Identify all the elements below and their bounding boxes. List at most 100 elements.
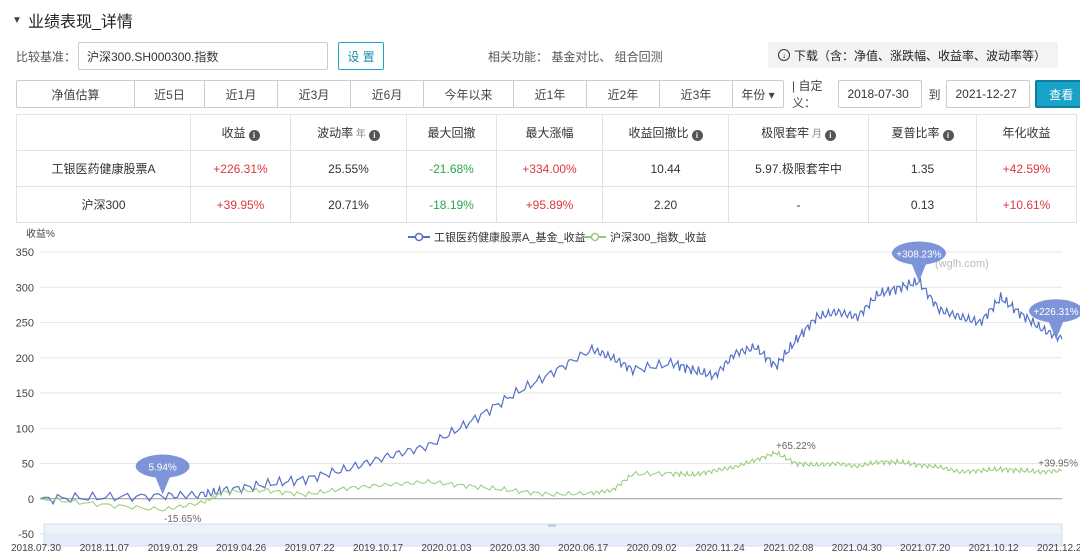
y-tick-label: 0 [28, 494, 34, 506]
table-cell: 1.35 [868, 150, 977, 187]
info-icon[interactable]: i [691, 130, 703, 141]
table-cell: 20.71% [290, 186, 407, 223]
table-cell: +39.95% [190, 186, 291, 223]
annotation-label: -15.65% [164, 514, 201, 525]
column-header: 最大回撤 [406, 114, 497, 151]
table-cell: 5.97.极限套牢中 [728, 150, 869, 187]
x-tick-label: 2021.04.30 [832, 543, 882, 554]
series-line-0 [39, 276, 1063, 506]
annotation-bubble [1029, 299, 1080, 340]
period-tab-4[interactable]: 近6月 [351, 81, 424, 107]
table-body: 工银医药健康股票A +226.31% 25.55% -21.68% +334.00% 10… [16, 150, 1077, 223]
page-title: 业绩表现_详情 [28, 14, 133, 31]
column-header: 夏普比率 i [868, 114, 977, 151]
x-tick-label: 2019.10.17 [353, 543, 403, 554]
table-cell: +95.89% [496, 186, 603, 223]
table-cell: +42.59% [976, 150, 1077, 187]
info-icon[interactable]: i [942, 130, 954, 141]
period-tab-3[interactable]: 近3月 [278, 81, 351, 107]
series-line-1 [39, 450, 1063, 512]
section-header[interactable]: ▼ 业绩表现_详情 [12, 8, 133, 32]
table-row: 沪深300 +39.95% 20.71% -18.19% +95.89% 2.20-0.1… [16, 186, 1077, 223]
y-tick-label: 350 [16, 247, 34, 259]
benchmark-label: 比较基准： [16, 49, 77, 64]
annotation-label: +39.95% [1038, 459, 1078, 470]
y-tick-label: 150 [16, 388, 34, 400]
row-name: 沪深300 [16, 186, 191, 223]
legend-item[interactable]: 沪深300_指数_收益 [610, 230, 707, 244]
annotation-bubble [135, 454, 190, 495]
x-tick-label: 2021.10.12 [969, 543, 1019, 554]
period-tab-1[interactable]: 近5日 [135, 81, 205, 107]
x-tick-label: 2019.07.22 [285, 543, 335, 554]
x-tick-label: 2021.07.20 [900, 543, 950, 554]
table-header: 收益 i 波动率 年 i 最大回撤 最大涨幅 收益回撤比 i 极限套牢 月 i 夏普比率 i 年化收益 [16, 114, 1077, 151]
y-tick-label: 50 [22, 459, 34, 471]
table-cell: -18.19% [406, 186, 497, 223]
x-tick-label: 2020.11.24 [695, 543, 745, 554]
annotation-label: +308.23% [896, 249, 941, 260]
x-tick-label: 2021.12.27 [1037, 543, 1080, 554]
info-icon[interactable]: i [248, 130, 260, 141]
period-tab-0[interactable]: 净值估算 [17, 81, 135, 107]
download-button[interactable]: ↓ 下载（含：净值、涨跌幅、收益率、波动率等） [768, 42, 1058, 68]
column-header: 收益 i [190, 114, 291, 151]
x-tick-label: 2019.01.29 [148, 543, 198, 554]
table-cell: +226.31% [190, 150, 291, 187]
annotation-label: +65.22% [776, 441, 816, 452]
zoom-shadow [44, 534, 1062, 546]
column-header: 收益回撤比 i [602, 114, 729, 151]
x-tick-label: 2019.04.26 [216, 543, 266, 554]
period-tab-7[interactable]: 近2年 [587, 81, 660, 107]
x-tick-label: 2021.02.08 [763, 543, 813, 554]
y-tick-label: 300 [16, 282, 34, 294]
x-tick-label: 2020.03.30 [490, 543, 540, 554]
start-date-input[interactable] [838, 80, 923, 108]
end-date-input[interactable] [946, 80, 1031, 108]
period-tabs: 净值估算 近5日 近1月 近3月 近6月 今年以来 近1年 近2年 近3年 年份 ▾ [16, 80, 784, 108]
benchmark-input[interactable] [78, 42, 328, 70]
column-header: 最大涨幅 [496, 114, 603, 151]
y-tick-label: 200 [16, 353, 34, 365]
period-tab-8[interactable]: 近3年 [660, 81, 733, 107]
related-functions[interactable]: 相关功能： 基金对比、 组合回测 [488, 50, 663, 64]
period-tab-6[interactable]: 近1年 [514, 81, 587, 107]
x-tick-label: 2018.07.30 [11, 543, 61, 554]
annotation-bubble [891, 241, 946, 282]
info-icon[interactable]: i [824, 130, 836, 141]
y-tick-label: 250 [16, 318, 34, 330]
table-cell: - [728, 186, 869, 223]
table-cell: +10.61% [976, 186, 1077, 223]
watermark: (wglh.com) [935, 258, 989, 270]
table-cell: +334.00% [496, 150, 603, 187]
table-cell: 2.20 [602, 186, 729, 223]
benchmark-row: 比较基准： 设 置 相关功能： 基金对比、 组合回测 ↓ 下载（含：净值、涨跌幅… [16, 42, 1066, 70]
table-cell: -21.68% [406, 150, 497, 187]
x-tick-label: 2020.06.17 [558, 543, 608, 554]
period-tab-2[interactable]: 近1月 [205, 81, 278, 107]
annotation-label: 5.94% [148, 463, 176, 474]
period-selector: 净值估算 近5日 近1月 近3月 近6月 今年以来 近1年 近2年 近3年 年份 ▾ | 自定义：… [16, 79, 1080, 110]
custom-range-label: | 自定义： [792, 79, 823, 110]
set-button[interactable]: 设 置 [338, 42, 384, 70]
period-tab-5[interactable]: 今年以来 [424, 81, 514, 107]
x-tick-label: 2020.01.03 [421, 543, 471, 554]
zoom-handle[interactable] [548, 524, 556, 527]
info-icon[interactable]: i [368, 130, 380, 141]
table-row: 工银医药健康股票A +226.31% 25.55% -21.68% +334.00% 10… [16, 150, 1077, 187]
performance-table: 收益 i 波动率 年 i 最大回撤 最大涨幅 收益回撤比 i 极限套牢 月 i 夏普比率 i 年化收益 … [16, 114, 1077, 223]
to-label: 到 [928, 87, 941, 102]
table-cell: 0.13 [868, 186, 977, 223]
period-tab-9[interactable]: 年份 ▾ [741, 87, 775, 102]
y-tick-label: 100 [16, 423, 34, 435]
y-axis-label: 收益% [26, 227, 55, 240]
legend-marker [590, 232, 600, 242]
chevron-down-icon[interactable]: ▼ [12, 14, 22, 26]
column-header [16, 114, 191, 151]
legend-item[interactable]: 工银医药健康股票A_基金_收益 [434, 230, 586, 244]
query-button[interactable]: 查看 [1035, 80, 1080, 108]
x-tick-label: 2018.11.07 [80, 543, 130, 554]
annotation-label: +226.31% [1033, 307, 1078, 318]
